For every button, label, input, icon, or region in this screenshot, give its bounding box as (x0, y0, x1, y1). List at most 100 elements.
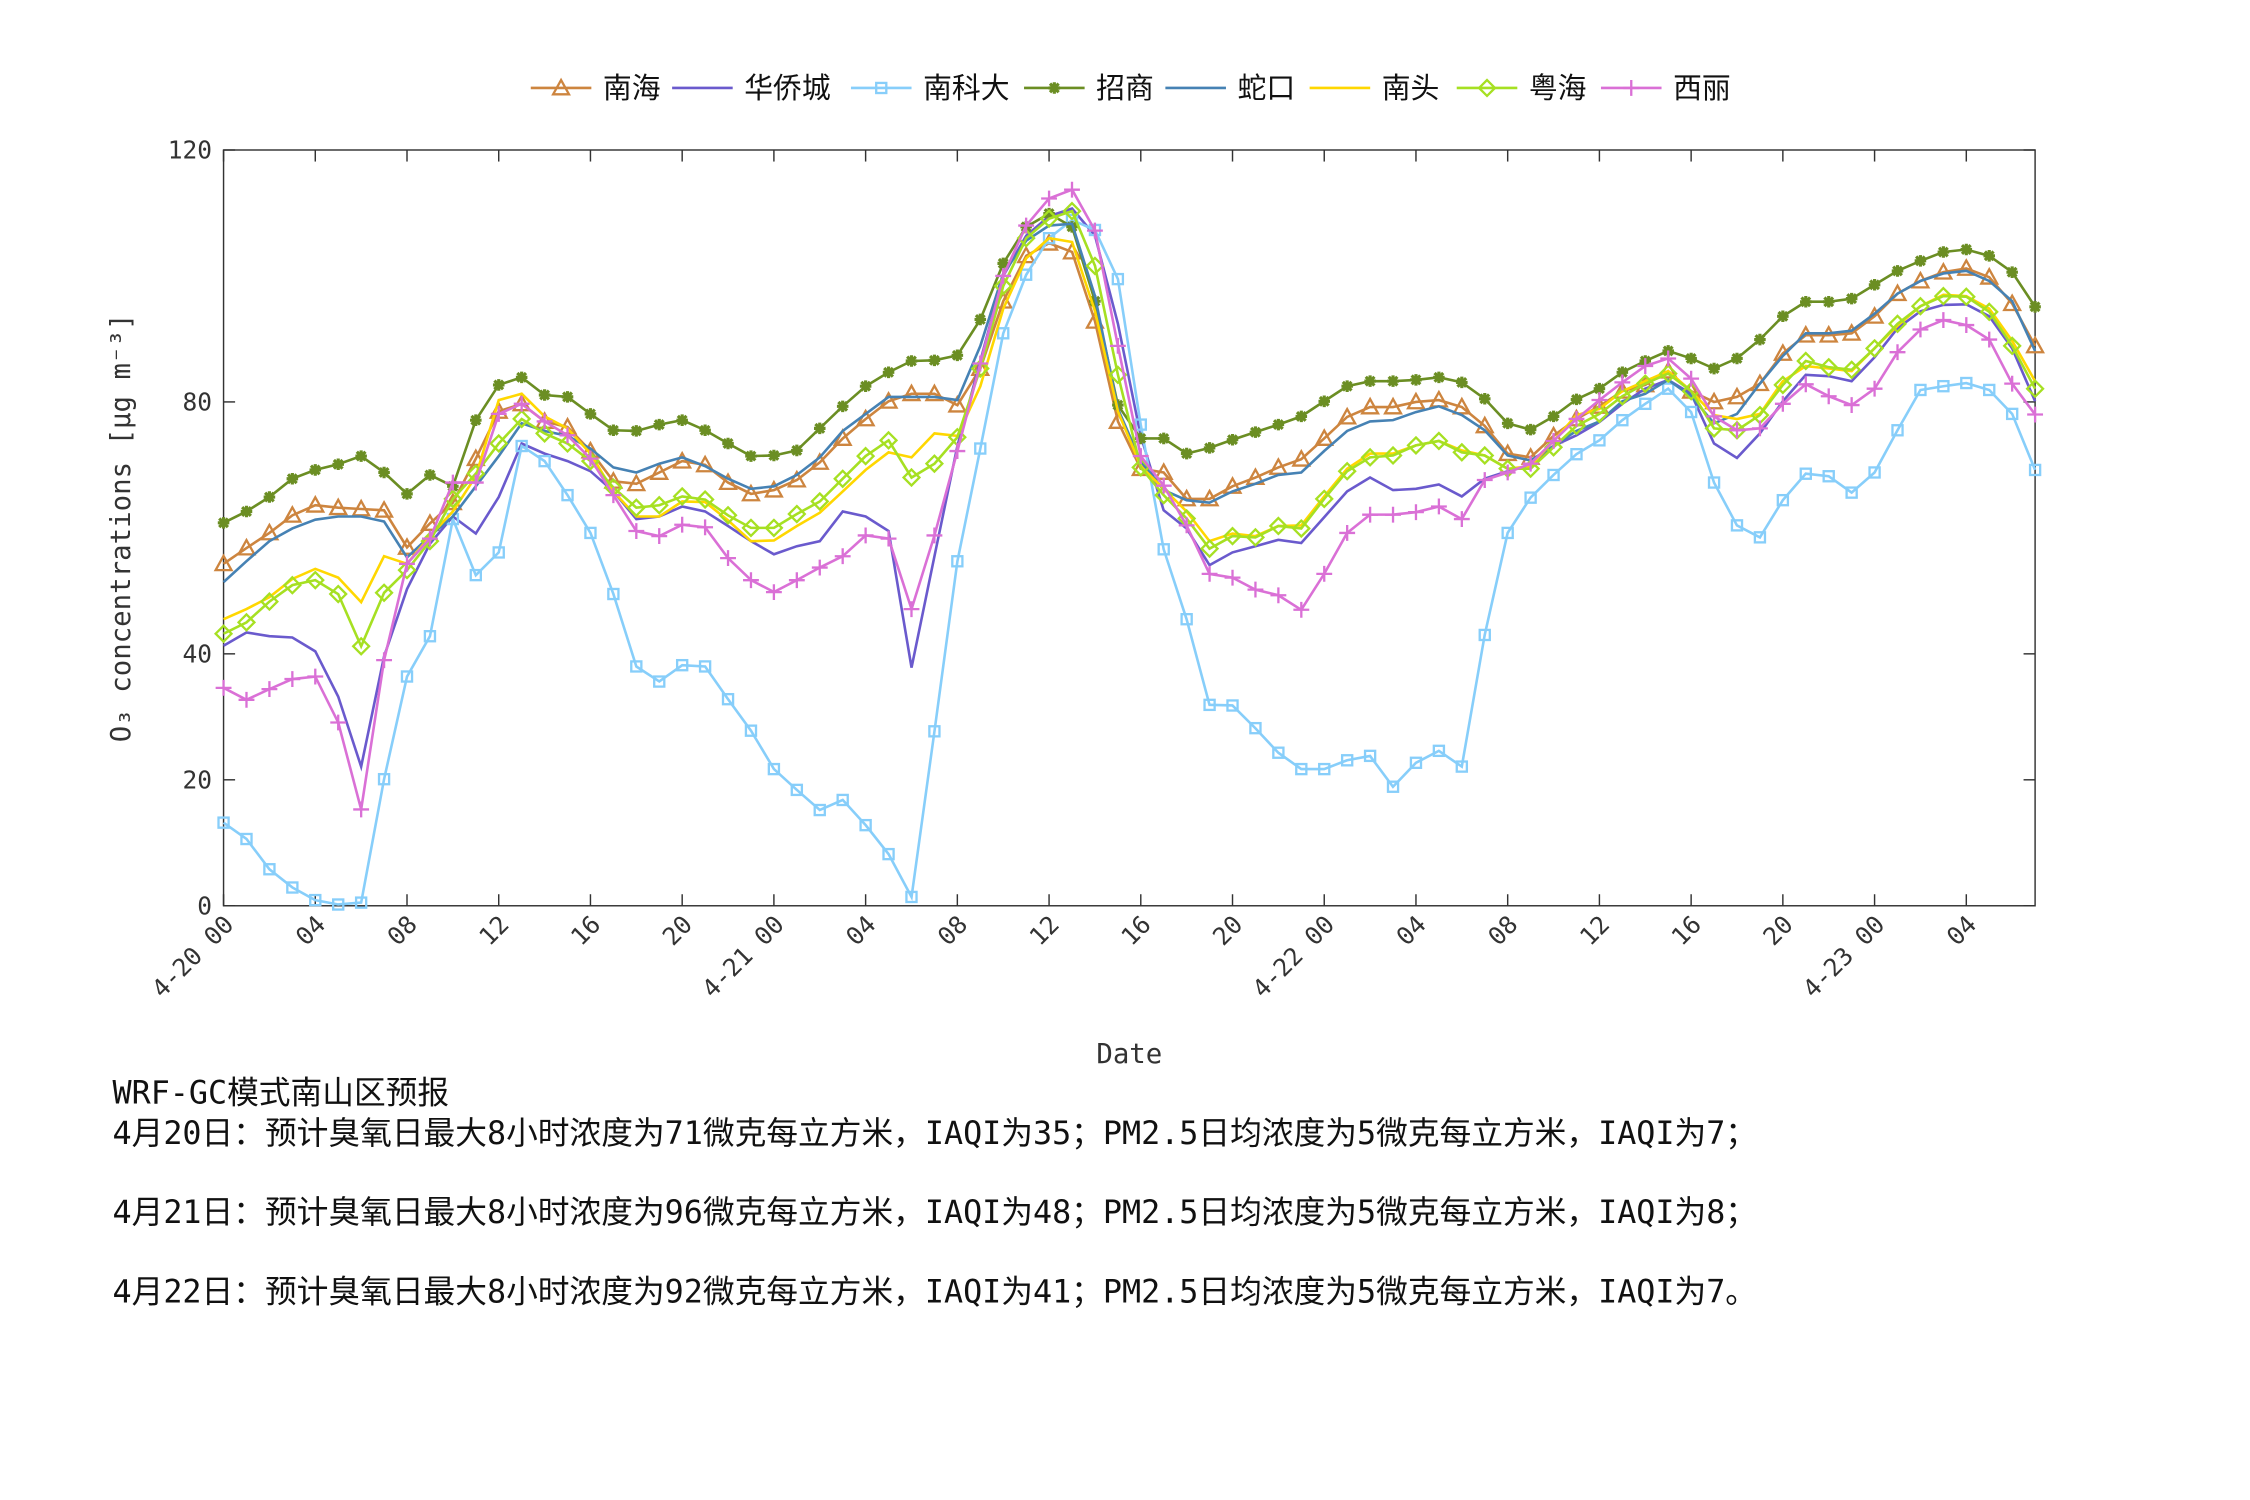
data-point (1729, 422, 1745, 439)
data-point (1406, 391, 1426, 410)
data-point (1272, 746, 1285, 759)
data-point (1135, 432, 1147, 445)
data-point (1291, 518, 1311, 539)
data-point (263, 491, 276, 503)
data-point (374, 499, 394, 518)
data-point (1432, 744, 1446, 758)
data-point (213, 624, 234, 644)
data-point (1409, 756, 1423, 770)
data-point (1337, 461, 1357, 481)
x-tick-label: 4-21 00 (696, 910, 790, 1004)
data-point (1314, 489, 1334, 509)
data-point (649, 495, 669, 515)
data-point (512, 409, 532, 429)
data-point (949, 443, 966, 459)
data-point (354, 896, 368, 909)
data-point (1708, 362, 1720, 375)
data-point (1318, 395, 1331, 408)
data-point (397, 560, 417, 580)
data-point (1983, 250, 1995, 262)
data-point (1226, 699, 1239, 712)
data-point (882, 366, 895, 379)
data-point (1887, 314, 1908, 334)
data-point (401, 488, 413, 500)
data-point (1178, 517, 1195, 534)
legend-label: 华侨城 (744, 71, 831, 105)
data-point (489, 433, 509, 454)
data-point (1408, 504, 1424, 521)
legend-marker-icon (1623, 80, 1640, 96)
data-point (263, 863, 276, 876)
data-point (284, 671, 301, 687)
data-point (1891, 424, 1904, 437)
forecast-title: WRF-GC模式南山区预报 (113, 1075, 450, 1111)
data-point (1456, 376, 1468, 389)
data-point (1455, 760, 1469, 773)
data-point (1222, 526, 1243, 546)
data-point (1547, 468, 1560, 482)
data-point (307, 668, 324, 685)
forecast-line-0420: 4月20日：预计臭氧日最大8小时浓度为71微克每立方米，IAQI为35；PM2.… (113, 1116, 1758, 1152)
data-point (376, 652, 393, 669)
data-point (2002, 293, 2023, 312)
data-point (791, 444, 803, 457)
data-point (515, 439, 528, 453)
data-point (330, 714, 347, 731)
data-point (1731, 352, 1743, 365)
data-point (1960, 376, 1973, 390)
data-point (2025, 379, 2045, 399)
data-point (355, 450, 367, 462)
data-point (1499, 464, 1516, 481)
data-point (744, 724, 758, 737)
data-point (420, 513, 440, 531)
data-point (1337, 406, 1358, 425)
data-point (788, 572, 805, 589)
data-point (1983, 383, 1996, 397)
data-point (1796, 351, 1816, 371)
data-point (1589, 404, 1609, 424)
data-point (1429, 431, 1449, 451)
x-tick-label: 4-20 00 (146, 910, 240, 1004)
data-point (1752, 420, 1768, 437)
data-point (1039, 209, 1059, 229)
data-point (309, 464, 322, 476)
data-point (905, 890, 918, 904)
data-point (605, 487, 622, 504)
data-point (743, 572, 759, 589)
data-point (856, 446, 876, 466)
x-tick-label: 04 (1941, 910, 1982, 951)
data-point (353, 801, 370, 818)
data-point (1843, 397, 1860, 414)
data-point (974, 313, 987, 326)
data-point (993, 276, 1013, 296)
data-point (561, 488, 574, 502)
data-point (764, 518, 784, 538)
data-point (1956, 258, 1977, 276)
data-point (653, 675, 666, 688)
data-point (1155, 477, 1172, 494)
data-point (1362, 506, 1379, 523)
data-point (1819, 357, 1839, 377)
data-point (859, 818, 872, 832)
data-point (1451, 396, 1472, 415)
x-tick-label: 4-23 00 (1797, 910, 1891, 1004)
x-tick-label: 20 (1757, 910, 1798, 951)
data-point (492, 379, 505, 391)
data-point (1547, 410, 1560, 423)
data-point (492, 546, 505, 559)
data-point (721, 692, 735, 706)
y-axis-label: O₃ concentrations [μg m⁻³] (106, 314, 137, 743)
data-point (1593, 382, 1606, 395)
data-point (1201, 565, 1218, 582)
data-point (834, 548, 851, 565)
data-point (928, 354, 941, 367)
data-point (1245, 527, 1266, 547)
data-point (1891, 265, 1904, 277)
data-point (1841, 322, 1862, 341)
series-3 (217, 207, 2041, 529)
series-line (222, 212, 2037, 524)
data-point (836, 793, 849, 807)
data-point (1364, 375, 1376, 387)
data-point (1889, 344, 1906, 361)
data-point (1960, 243, 1973, 256)
